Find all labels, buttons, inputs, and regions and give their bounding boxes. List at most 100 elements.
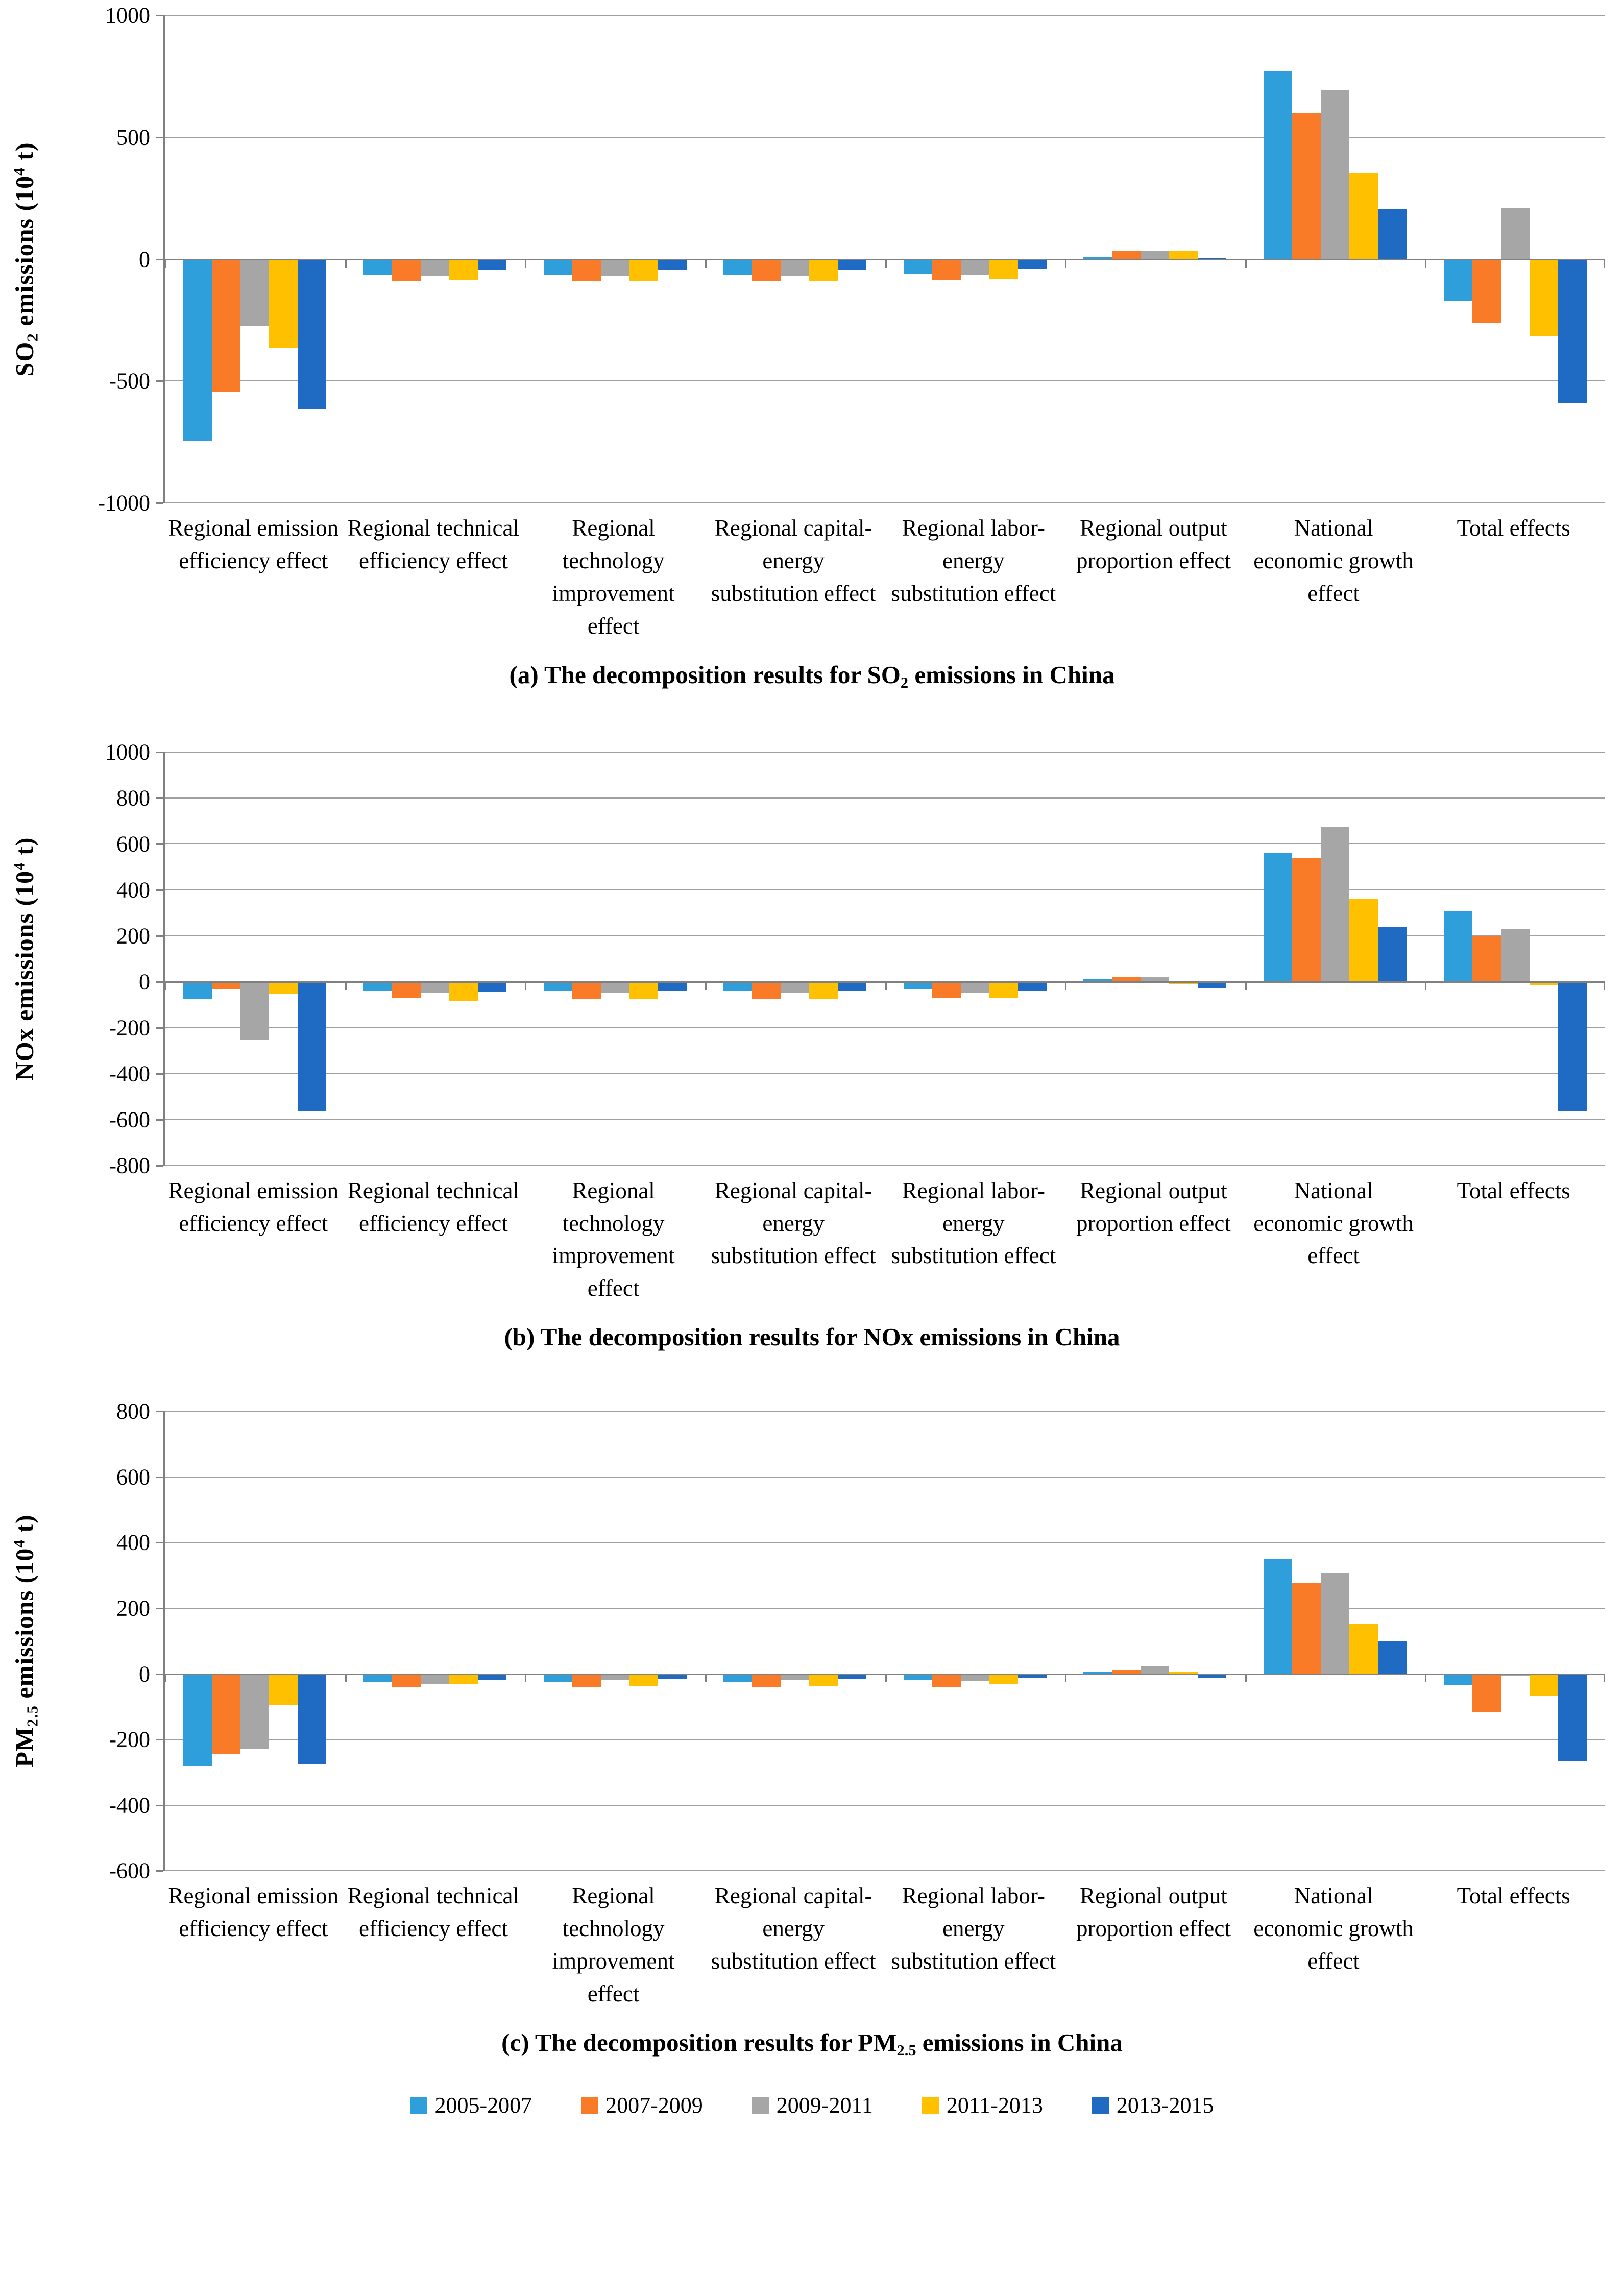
y-tick-label: -600: [109, 1107, 150, 1132]
bar-2011-2013: [449, 981, 478, 1001]
bar-2009-2011: [240, 981, 270, 1041]
bar-2011-2013: [989, 259, 1018, 279]
y-axis-tick: [156, 1608, 163, 1610]
bar-2007-2009: [212, 259, 241, 392]
bar-2005-2007: [543, 981, 572, 991]
category-axis-tick: [885, 259, 887, 268]
bar-2011-2013: [1349, 1624, 1378, 1674]
bar-2007-2009: [1112, 250, 1141, 259]
bar-2005-2007: [543, 1674, 572, 1682]
category-label: Regional capital-energy substitution eff…: [711, 1177, 876, 1269]
bar-2009-2011: [1500, 208, 1530, 259]
gridline: [165, 1027, 1605, 1028]
bar-2013-2015: [298, 259, 327, 409]
gridline: [165, 935, 1605, 936]
bar-2009-2011: [1141, 1666, 1170, 1674]
bar-2007-2009: [752, 981, 781, 999]
y-axis-title-column: PM2.5 emissions (104 t): [0, 1411, 51, 1871]
bar-2013-2015: [1558, 981, 1587, 1111]
category-label: Regional technology improvement effect: [552, 515, 675, 639]
category-label: Regional technology improvement effect: [552, 1177, 675, 1301]
bar-2007-2009: [1292, 857, 1321, 982]
bar-2007-2009: [1112, 1670, 1141, 1674]
bar-2013-2015: [1558, 259, 1587, 403]
y-tick-label: 1000: [105, 3, 150, 28]
bar-2007-2009: [572, 1674, 601, 1687]
y-axis-tick: [156, 1476, 163, 1478]
category-axis-tick: [885, 981, 887, 990]
bar-2013-2015: [1017, 1674, 1047, 1678]
bar-2007-2009: [1292, 1582, 1321, 1674]
gridline: [165, 843, 1605, 844]
category-axis-tick: [885, 1674, 887, 1682]
category-label: National economic growth effect: [1253, 515, 1414, 606]
bar-2009-2011: [960, 981, 989, 994]
bar-2005-2007: [1443, 911, 1472, 982]
gridline: [165, 1165, 1605, 1166]
category-label: Regional labor-energy substitution effec…: [891, 1177, 1056, 1269]
bar-2009-2011: [240, 259, 270, 326]
y-tick-label: -600: [109, 1858, 150, 1883]
y-tick-label: 800: [116, 1398, 150, 1424]
bar-2005-2007: [183, 981, 212, 999]
bar-2009-2011: [1500, 929, 1530, 982]
bar-2013-2015: [477, 1674, 506, 1680]
plot-area: [163, 15, 1605, 503]
bar-2009-2011: [1321, 826, 1350, 982]
y-tick-label: -500: [109, 368, 150, 394]
legend-label: 2011-2013: [946, 2093, 1043, 2118]
bar-2007-2009: [1112, 977, 1141, 982]
bar-2005-2007: [1443, 1674, 1472, 1686]
category-label: Regional capital-energy substitution eff…: [711, 515, 876, 606]
panel-so2: SO2 emissions (104 t) 1000 500 0 -500 -1000 …: [0, 3, 1624, 692]
legend: 2005-2007 2007-2009 2009-2011 2011-2013 2013…: [0, 2092, 1624, 2118]
category-axis-tick: [1604, 259, 1605, 268]
category-label: National economic growth effect: [1253, 1177, 1414, 1269]
y-axis-title: NOx emissions (104 t): [10, 837, 39, 1081]
bar-2013-2015: [298, 981, 327, 1111]
gridline: [165, 1608, 1605, 1609]
y-axis-tick: [156, 15, 163, 16]
gridline: [165, 1804, 1605, 1806]
y-tick-label: 400: [116, 877, 150, 903]
plot-area: [163, 751, 1605, 1166]
chart-pm25: PM2.5 emissions (104 t) 800 600 400 200 0 -20…: [0, 1399, 1624, 1883]
bar-2013-2015: [1198, 981, 1227, 989]
category-axis-tick: [1425, 259, 1427, 268]
category-axis-tick: [705, 981, 707, 990]
bar-2013-2015: [1378, 926, 1407, 982]
y-axis: 1000 800 600 400 200 0 -200 -400 -600 -800: [51, 739, 163, 1178]
bar-2005-2007: [1443, 259, 1472, 301]
bar-2013-2015: [1198, 258, 1227, 259]
y-tick-label: -400: [109, 1793, 150, 1818]
chart-so2: SO2 emissions (104 t) 1000 500 0 -500 -1000: [0, 3, 1624, 516]
y-tick-label: -400: [109, 1061, 150, 1086]
bar-2005-2007: [1083, 979, 1112, 982]
bar-2013-2015: [838, 981, 867, 991]
category-axis-tick: [1604, 981, 1605, 990]
bar-2005-2007: [723, 259, 753, 275]
bar-2011-2013: [1529, 1674, 1558, 1696]
y-axis-tick: [156, 751, 163, 753]
category-axis-tick: [1425, 981, 1427, 990]
y-axis-tick: [156, 1870, 163, 1872]
legend-swatch: [922, 2096, 939, 2114]
y-tick-label: 1000: [105, 739, 150, 765]
y-axis-tick: [156, 1411, 163, 1413]
y-axis-title-column: NOx emissions (104 t): [0, 752, 51, 1166]
category-axis-tick: [705, 259, 707, 268]
category-axis-tick: [345, 1674, 347, 1682]
bar-2013-2015: [1198, 1674, 1227, 1678]
y-axis-tick: [156, 1542, 163, 1544]
gridline: [165, 889, 1605, 890]
category-label: Regional technical efficiency effect: [347, 1177, 519, 1236]
y-tick-label: 500: [116, 125, 150, 150]
y-tick-label: 0: [139, 969, 150, 995]
y-tick-label: -200: [109, 1015, 150, 1041]
bar-2005-2007: [363, 259, 392, 275]
y-axis-title-column: SO2 emissions (104 t): [0, 15, 51, 503]
bar-2009-2011: [240, 1674, 270, 1750]
y-tick-label: 200: [116, 1595, 150, 1621]
bar-2011-2013: [1169, 250, 1198, 259]
category-axis-tick: [165, 981, 166, 990]
